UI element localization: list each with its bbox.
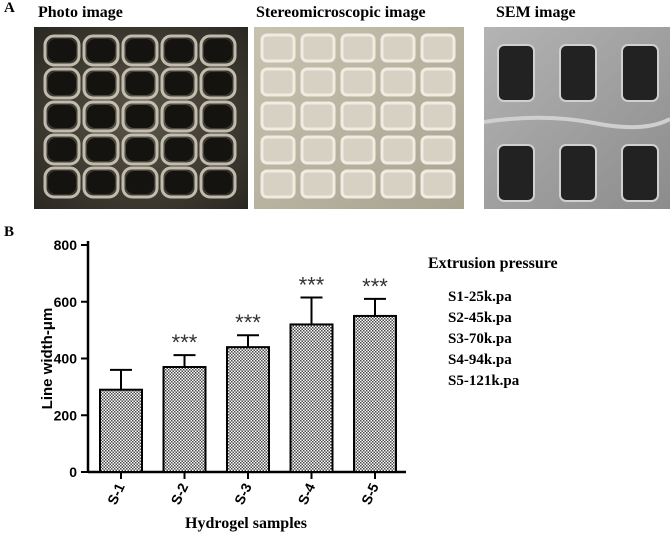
x-tick-label: S-4 (295, 480, 319, 507)
y-tick-label: 0 (69, 464, 77, 480)
stereomicroscopic-image (254, 27, 464, 209)
bar-s-4 (289, 323, 334, 474)
x-tick-label: S-2 (168, 480, 192, 507)
x-tick-label: S-1 (104, 480, 128, 507)
legend-item-s3: S3-70k.pa (448, 331, 512, 347)
x-tick-label: S-5 (358, 480, 382, 507)
stereo-image-title: Stereomicroscopic image (256, 4, 426, 21)
significance-label: *** (299, 272, 325, 297)
photo-image (34, 27, 248, 209)
legend-item-s1: S1-25k.pa (448, 289, 512, 305)
y-axis-title: Line width-μm (39, 308, 56, 410)
photo-image-title: Photo image (38, 4, 123, 21)
panel-a-label: A (4, 0, 15, 16)
significance-label: *** (235, 310, 261, 335)
significance-label: *** (172, 330, 198, 355)
y-tick-label: 600 (54, 294, 78, 310)
legend-item-s5: S5-121k.pa (448, 373, 520, 389)
y-tick-label: 200 (54, 407, 78, 423)
legend-item-s4: S4-94k.pa (448, 352, 512, 368)
sem-image (484, 27, 670, 209)
bar-s-3 (226, 346, 270, 473)
legend-item-s2: S2-45k.pa (448, 310, 512, 326)
bar-s-5 (353, 314, 397, 473)
significance-label: *** (362, 274, 388, 299)
bar-chart: 0 200 400 600 800 Line width-μm S-1 *** S-2 *** S-… (39, 237, 406, 532)
legend: Extrusion pressure S1-25k.pa S2-45k.pa S… (428, 255, 558, 392)
y-tick-label: 800 (54, 237, 78, 253)
y-tick-label: 400 (54, 351, 78, 367)
panel-b-label: B (4, 224, 15, 240)
sem-image-title: SEM image (496, 4, 576, 21)
bar-s-2 (162, 366, 207, 474)
x-tick-label: S-3 (231, 480, 255, 507)
bar-s-1 (99, 388, 143, 473)
x-axis-title: Hydrogel samples (185, 515, 307, 532)
legend-title: Extrusion pressure (428, 255, 558, 272)
